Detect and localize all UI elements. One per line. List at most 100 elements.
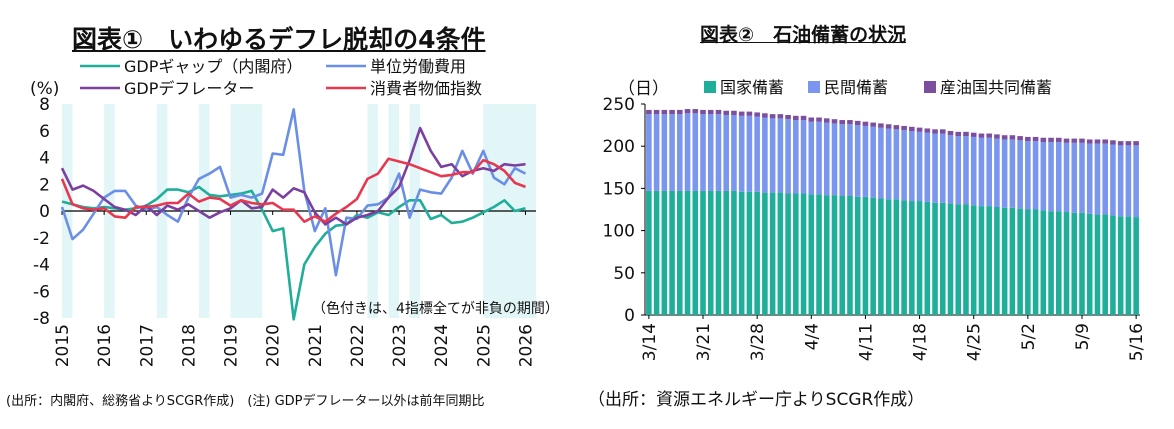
bar-43-seg-2 (978, 133, 985, 138)
chart1-xtick-2023: 2023 (390, 324, 410, 367)
bar-21-seg-0 (808, 194, 815, 315)
bar-46-seg-0 (1001, 207, 1008, 315)
bar-22-seg-2 (816, 117, 822, 122)
bar-44-seg-2 (986, 133, 992, 138)
chart1-series-1-line (60, 108, 527, 277)
chart1-ytick-7: -6 (33, 282, 50, 302)
bar-27-seg-0 (854, 196, 861, 315)
bar-16-seg-0 (769, 192, 776, 315)
bar-36-seg-2 (924, 128, 931, 133)
bar-13-seg-1 (746, 115, 753, 192)
bar-7-seg-0 (700, 190, 706, 315)
bar-32-seg-1 (893, 129, 900, 200)
bar-10-seg-0 (723, 190, 729, 315)
chart1-legend-label-3: 消費者物価指数 (370, 79, 482, 98)
chart1-series-3-line (60, 157, 526, 223)
bar-9-seg-1 (715, 114, 722, 191)
bar-59-seg-2 (1102, 139, 1108, 144)
bar-28-seg-1 (862, 125, 869, 197)
bar-62-seg-1 (1125, 145, 1132, 217)
bar-51-seg-1 (1040, 141, 1047, 211)
chart2-unit-label: （日） (618, 79, 669, 99)
bar-61-seg-1 (1117, 145, 1124, 217)
bar-11-seg-1 (731, 114, 737, 191)
bar-52-seg-1 (1048, 141, 1054, 212)
chart2-legend-swatch-1 (808, 81, 820, 93)
bar-50-seg-0 (1032, 209, 1039, 315)
bar-46-seg-2 (1001, 135, 1008, 140)
bar-49-seg-2 (1025, 136, 1031, 142)
bar-23-seg-0 (823, 195, 830, 315)
bar-30-seg-2 (878, 123, 884, 128)
chart1-annotation: （色付きは、4指標全てが非負の期間） (312, 300, 559, 317)
chart2-legend-label-0: 国家備蓄 (720, 78, 784, 97)
bar-10-seg-1 (723, 114, 729, 191)
bar-47-seg-0 (1009, 207, 1016, 315)
bar-11-seg-0 (731, 190, 737, 315)
bar-22-seg-1 (816, 121, 822, 195)
bar-9-seg-2 (715, 109, 722, 115)
bar-43-seg-0 (978, 206, 985, 315)
bar-56-seg-1 (1079, 142, 1085, 213)
bar-17-seg-1 (777, 118, 784, 193)
bar-28-seg-0 (862, 196, 869, 315)
bar-5-seg-0 (684, 190, 691, 315)
chart2-ytick-2: 100 (603, 222, 635, 242)
bar-2-seg-1 (661, 114, 668, 191)
bar-31-seg-0 (885, 199, 892, 315)
bar-14-seg-1 (754, 116, 760, 192)
chart1-ytick-0: 8 (39, 95, 50, 115)
chart1-ytick-6: -4 (33, 256, 50, 276)
bar-62-seg-2 (1125, 141, 1132, 146)
bar-2-seg-0 (661, 190, 668, 315)
chart1-xtick-2021: 2021 (306, 324, 326, 367)
bar-18-seg-0 (785, 193, 791, 315)
bar-5-seg-2 (684, 109, 691, 114)
bar-1-seg-1 (653, 114, 660, 191)
bar-36-seg-0 (924, 201, 931, 315)
bar-39-seg-0 (947, 203, 954, 315)
bar-63-seg-0 (1133, 217, 1139, 315)
bar-20-seg-0 (800, 193, 807, 315)
bar-1-seg-0 (653, 190, 660, 315)
bar-42-seg-1 (970, 136, 977, 206)
bar-33-seg-0 (901, 200, 907, 315)
bar-20-seg-1 (800, 120, 807, 194)
bar-43-seg-1 (978, 137, 985, 207)
bar-50-seg-1 (1032, 141, 1039, 210)
bar-46-seg-1 (1001, 139, 1008, 208)
chart1-xtick-2016: 2016 (95, 324, 115, 367)
bar-34-seg-1 (909, 131, 915, 202)
bar-55-seg-2 (1071, 138, 1078, 143)
bar-50-seg-2 (1032, 136, 1039, 142)
chart1-xtick-2020: 2020 (264, 324, 284, 367)
chart2-xtick-4: 4/11 (856, 323, 876, 361)
bar-53-seg-1 (1056, 141, 1062, 212)
bar-59-seg-1 (1102, 143, 1108, 215)
bar-39-seg-2 (947, 131, 954, 136)
bar-42-seg-2 (970, 132, 977, 137)
bar-54-seg-2 (1063, 138, 1070, 143)
bar-23-seg-2 (823, 118, 830, 123)
bar-58-seg-2 (1094, 139, 1101, 144)
bar-0-seg-0 (646, 190, 652, 315)
bar-30-seg-0 (878, 198, 884, 315)
bar-53-seg-0 (1056, 211, 1062, 315)
bar-57-seg-1 (1086, 143, 1093, 214)
chart2-ytick-4: 200 (603, 137, 635, 157)
bar-8-seg-2 (707, 109, 714, 115)
bar-13-seg-2 (746, 111, 753, 116)
bar-28-seg-2 (862, 121, 869, 126)
bar-16-seg-2 (769, 114, 776, 119)
chart2-ytick-3: 150 (603, 179, 635, 199)
chart2-ytick-5: 250 (603, 95, 635, 115)
bar-23-seg-1 (823, 122, 830, 196)
chart2-source-note: （出所：資源エネルギー庁よりSCGR作成） (588, 390, 925, 410)
bar-58-seg-0 (1094, 214, 1101, 315)
bar-57-seg-2 (1086, 139, 1093, 144)
bar-33-seg-2 (901, 125, 907, 131)
bar-19-seg-0 (793, 193, 799, 315)
bar-38-seg-1 (939, 133, 946, 203)
bar-39-seg-1 (947, 135, 954, 204)
bar-24-seg-1 (831, 123, 838, 196)
